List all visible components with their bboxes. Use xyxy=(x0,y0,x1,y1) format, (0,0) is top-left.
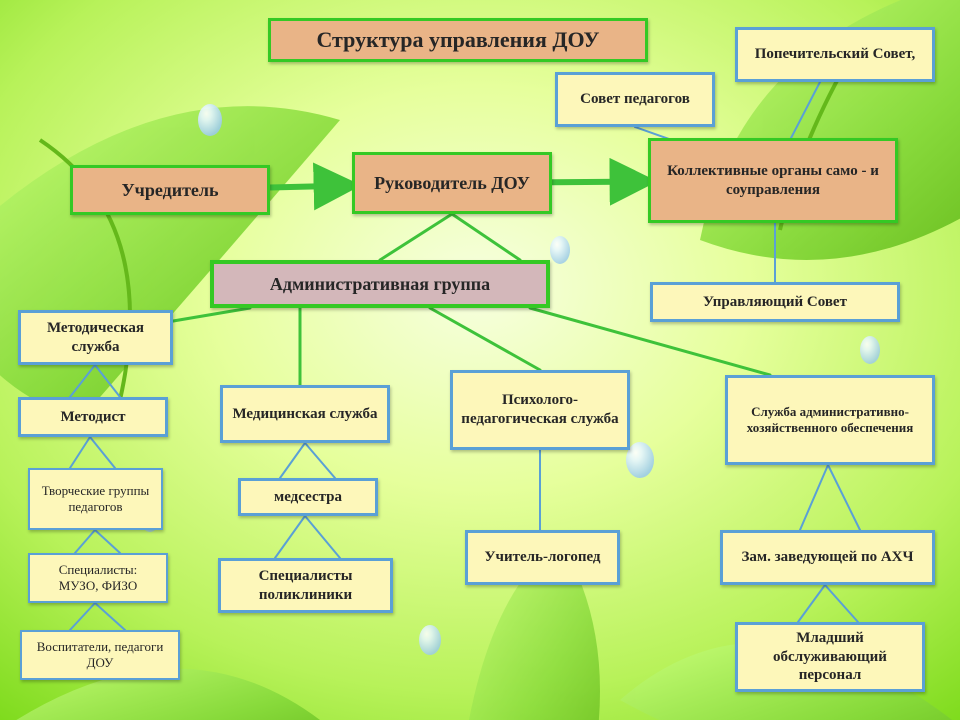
node-sovet_ped: Совет педагогов xyxy=(555,72,715,127)
connector xyxy=(95,365,120,397)
connector xyxy=(430,308,540,370)
node-vospit: Воспитатели, педагоги ДОУ xyxy=(20,630,180,680)
node-tvor_grp: Творческие группы педагогов xyxy=(28,468,163,530)
connector xyxy=(275,516,305,558)
node-logoped: Учитель-логопед xyxy=(465,530,620,585)
node-title: Структура управления ДОУ xyxy=(268,18,648,62)
node-kollekt: Коллективные органы само - и соуправлени… xyxy=(648,138,898,223)
connector xyxy=(280,443,305,478)
node-uchred: Учредитель xyxy=(70,165,270,215)
connector xyxy=(70,437,90,468)
connector xyxy=(825,585,858,622)
connector xyxy=(70,603,95,630)
node-popech: Попечительский Совет, xyxy=(735,27,935,82)
node-sluzhba_ahch: Служба административно-хозяйственного об… xyxy=(725,375,935,465)
node-spec_poli: Специалисты поликлиники xyxy=(218,558,393,613)
connector xyxy=(790,82,820,140)
node-mlad: Младший обслуживающий персонал xyxy=(735,622,925,692)
connector xyxy=(380,214,452,260)
node-medsestra: медсестра xyxy=(238,478,378,516)
node-uprav_sovet: Управляющий Совет xyxy=(650,282,900,322)
node-zam_ahch: Зам. заведующей по АХЧ xyxy=(720,530,935,585)
node-admin: Административная группа xyxy=(210,260,550,308)
diagram-stage: Структура управления ДОУ Совет педагогов П… xyxy=(0,0,960,720)
connector xyxy=(70,365,95,397)
connector xyxy=(305,443,335,478)
connector xyxy=(90,437,115,468)
node-metodist: Методист xyxy=(18,397,168,437)
connector xyxy=(452,214,520,260)
node-psiho: Психолого-педагогическая служба xyxy=(450,370,630,450)
connector xyxy=(95,530,120,553)
node-spec_muzo: Специалисты: МУЗО, ФИЗО xyxy=(28,553,168,603)
node-ruk: Руководитель ДОУ xyxy=(352,152,552,214)
connector xyxy=(828,465,860,530)
node-med_sluzh: Медицинская служба xyxy=(220,385,390,443)
connector xyxy=(75,530,95,553)
arrow xyxy=(270,185,352,187)
node-metod_sluzh: Методическая служба xyxy=(18,310,173,365)
connector xyxy=(305,516,340,558)
arrow xyxy=(552,181,648,182)
connector xyxy=(800,465,828,530)
connector xyxy=(798,585,825,622)
connector xyxy=(95,603,125,630)
